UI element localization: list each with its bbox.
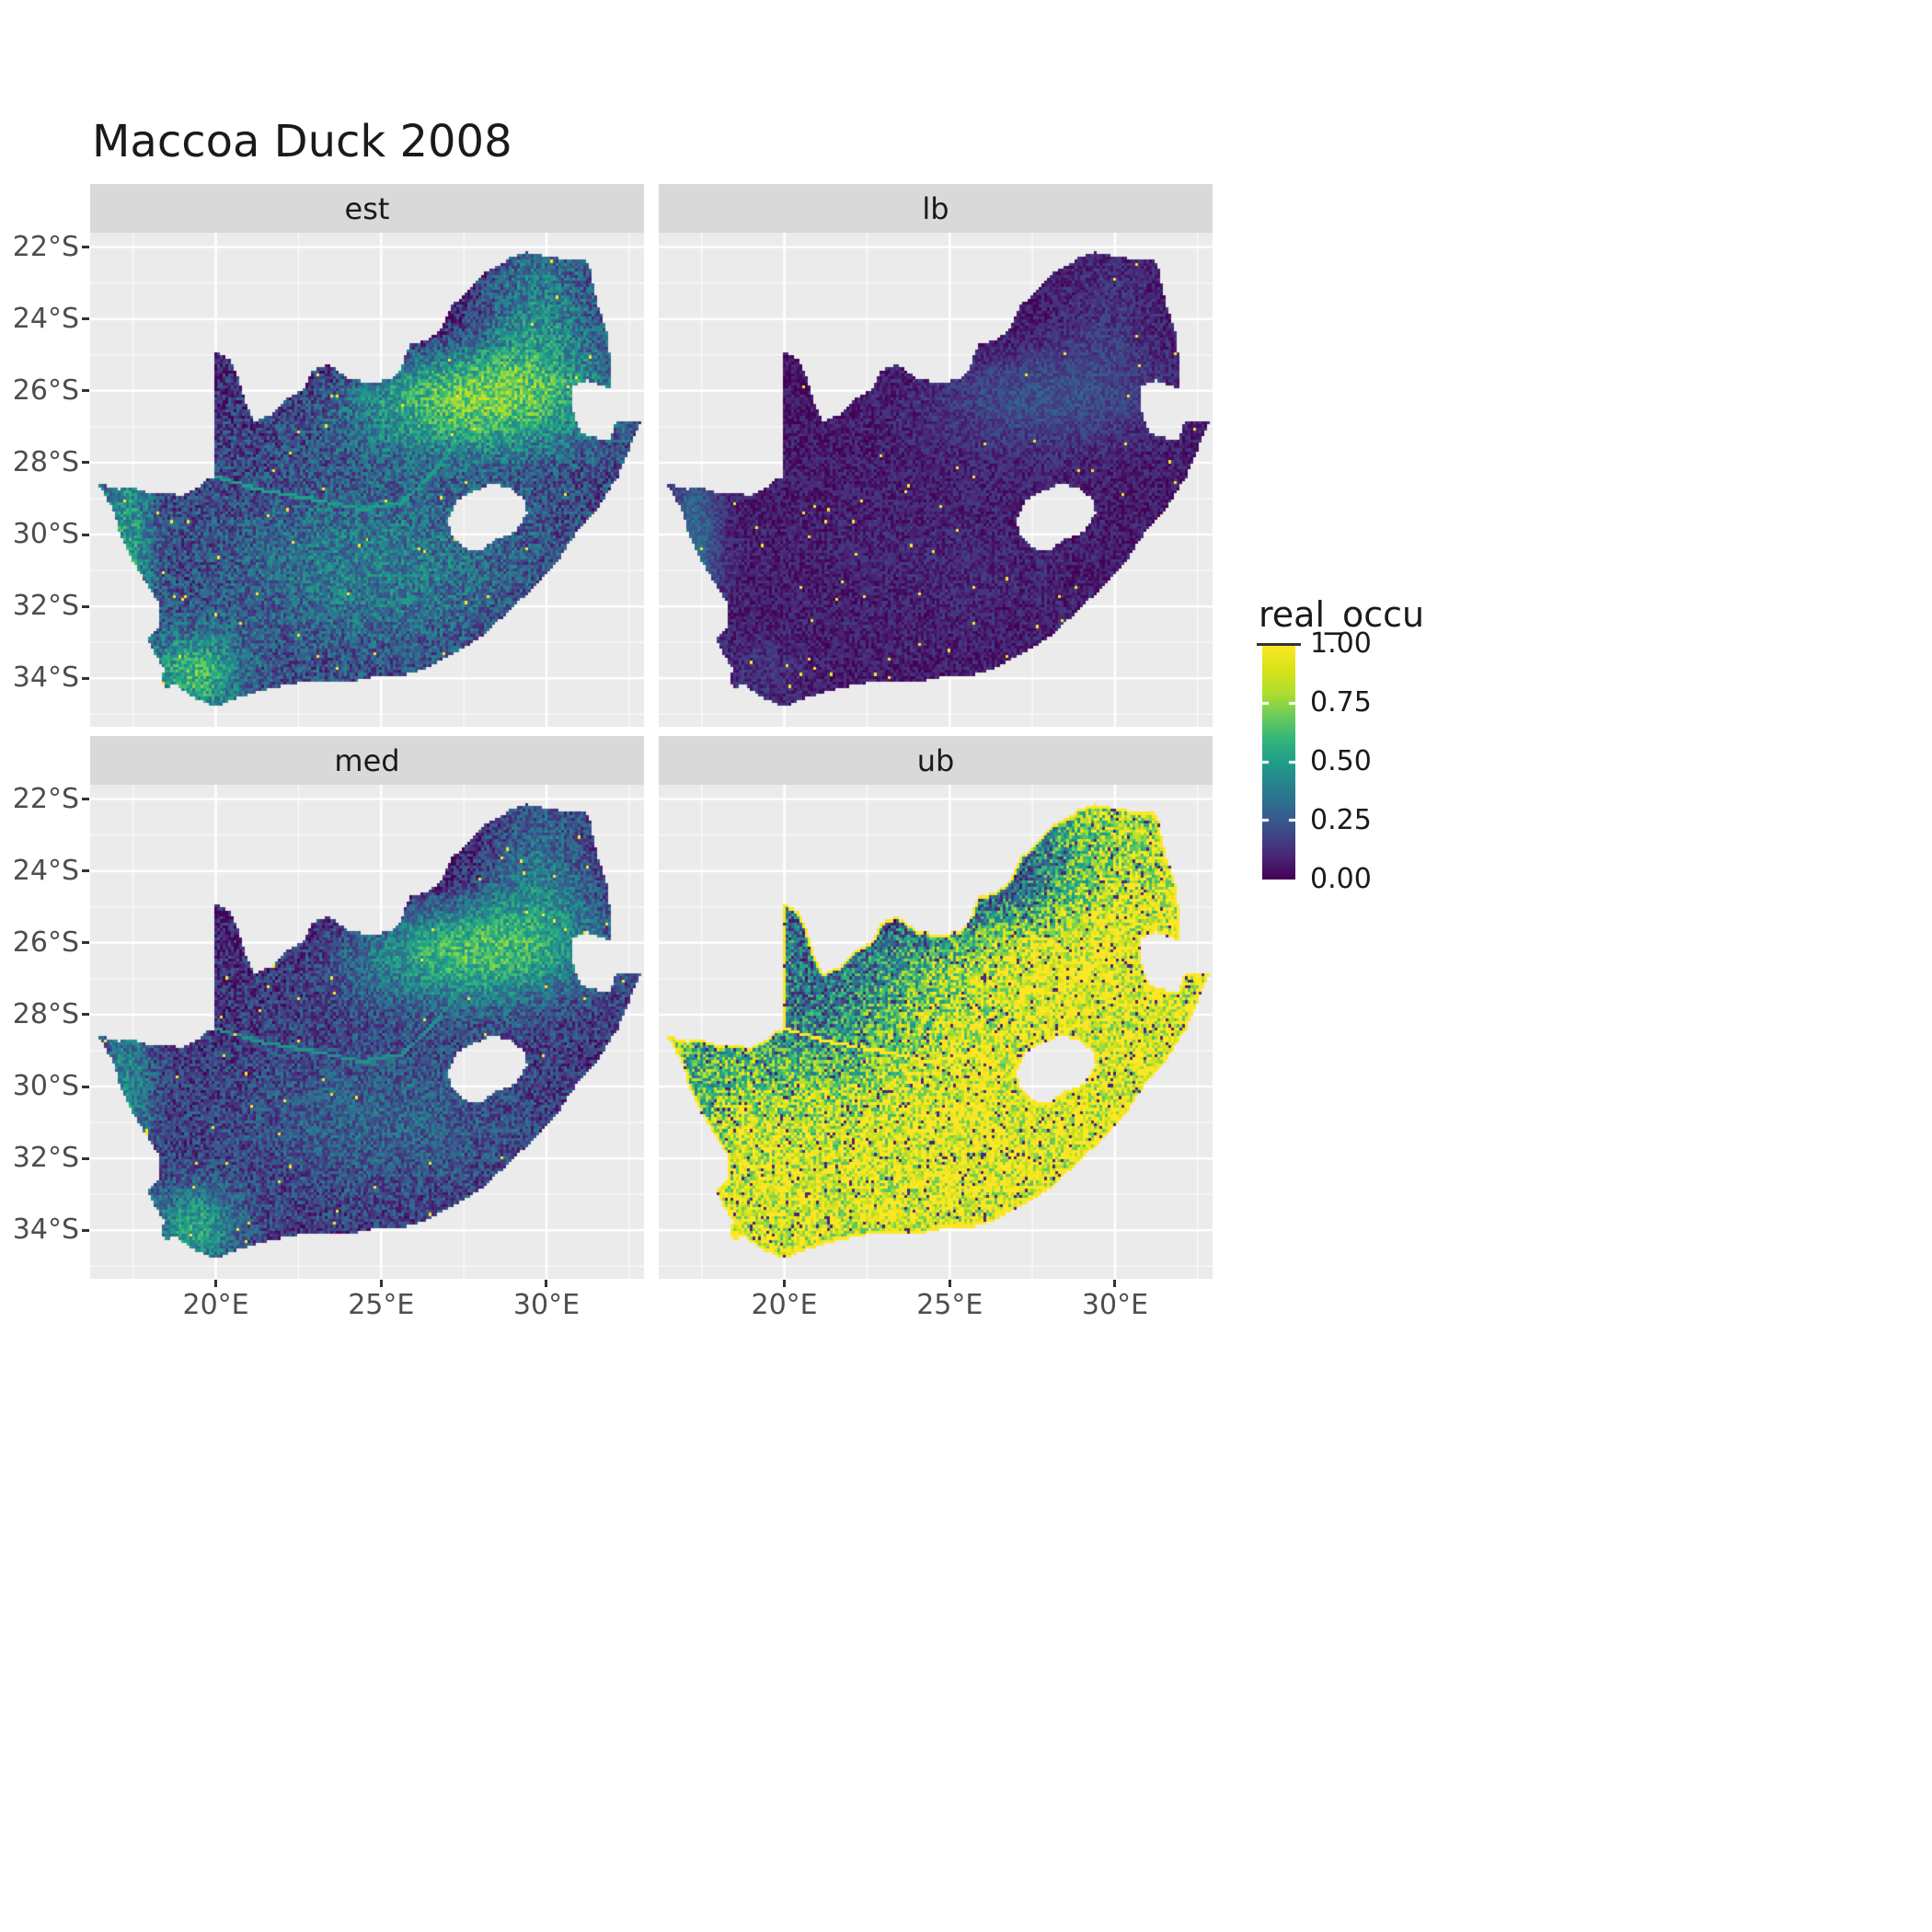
- y-axis-tick-label: 24°S: [12, 302, 79, 335]
- y-axis-tick-mark: [82, 533, 89, 536]
- plot-title: Maccoa Duck 2008: [92, 116, 512, 167]
- x-axis-tick-mark: [379, 1280, 383, 1287]
- y-axis-tick-label: 24°S: [12, 854, 79, 887]
- y-axis-tick-mark: [82, 461, 89, 465]
- y-axis-tick-label: 30°S: [12, 1070, 79, 1103]
- legend-top-tick-mark: [1257, 643, 1301, 646]
- facet-strip-med: med: [90, 736, 644, 785]
- legend-tick-label: 0.75: [1310, 686, 1372, 719]
- y-axis-tick-mark: [82, 869, 89, 873]
- facet-map-ub: [659, 785, 1213, 1279]
- y-axis-tick-mark: [82, 676, 89, 680]
- facet-strip-label: med: [334, 742, 400, 778]
- y-axis-tick-label: 26°S: [12, 374, 79, 407]
- legend-tick-label: 0.50: [1310, 745, 1372, 777]
- y-axis-tick-label: 22°S: [12, 230, 79, 263]
- facet-map-lb: [659, 233, 1213, 727]
- x-axis-tick-mark: [545, 1280, 548, 1287]
- y-axis-tick-mark: [82, 1013, 89, 1017]
- y-axis-tick-mark: [82, 604, 89, 608]
- facet-strip-ub: ub: [659, 736, 1213, 785]
- x-axis-tick-label: 25°E: [916, 1289, 983, 1321]
- legend-tick-label: 1.00: [1310, 627, 1372, 660]
- y-axis-tick-mark: [82, 246, 89, 249]
- x-axis-tick-mark: [1113, 1280, 1117, 1287]
- x-axis-tick-mark: [948, 1280, 951, 1287]
- y-axis-tick-label: 28°S: [12, 997, 79, 1030]
- y-axis-tick-label: 32°S: [12, 1142, 79, 1175]
- y-axis-tick-label: 32°S: [12, 590, 79, 623]
- x-axis-tick-label: 20°E: [751, 1289, 818, 1321]
- y-axis-tick-label: 30°S: [12, 518, 79, 551]
- legend-colorbar: [1262, 644, 1295, 880]
- facet-map-est: [90, 233, 644, 727]
- legend-tick-label: 0.00: [1310, 863, 1372, 895]
- facet-strip-label: lb: [922, 190, 949, 226]
- x-axis-tick-label: 30°E: [512, 1289, 581, 1321]
- facet-strip-label: est: [344, 190, 390, 226]
- y-axis-tick-mark: [82, 317, 89, 321]
- facet-strip-label: ub: [916, 742, 955, 778]
- y-axis-tick-mark: [82, 389, 89, 393]
- y-axis-tick-label: 34°S: [12, 661, 79, 695]
- y-axis-tick-mark: [82, 798, 89, 801]
- facet-map-med: [90, 785, 644, 1279]
- y-axis-tick-mark: [82, 941, 89, 945]
- y-axis-tick-mark: [82, 1156, 89, 1160]
- facet-strip-est: est: [90, 184, 644, 233]
- y-axis-tick-mark: [82, 1228, 89, 1232]
- x-axis-tick-label: 25°E: [348, 1289, 415, 1321]
- x-axis-tick-mark: [783, 1280, 787, 1287]
- facet-strip-lb: lb: [659, 184, 1213, 233]
- legend-title: real_occu: [1259, 594, 1425, 635]
- x-axis-tick-mark: [214, 1280, 218, 1287]
- x-axis-tick-label: 20°E: [182, 1289, 249, 1321]
- y-axis-tick-mark: [82, 1085, 89, 1088]
- y-axis-tick-label: 28°S: [12, 445, 79, 478]
- y-axis-tick-label: 22°S: [12, 782, 79, 815]
- y-axis-tick-label: 34°S: [12, 1213, 79, 1247]
- x-axis-tick-label: 30°E: [1081, 1289, 1149, 1321]
- y-axis-tick-label: 26°S: [12, 926, 79, 959]
- legend-tick-label: 0.25: [1310, 804, 1372, 836]
